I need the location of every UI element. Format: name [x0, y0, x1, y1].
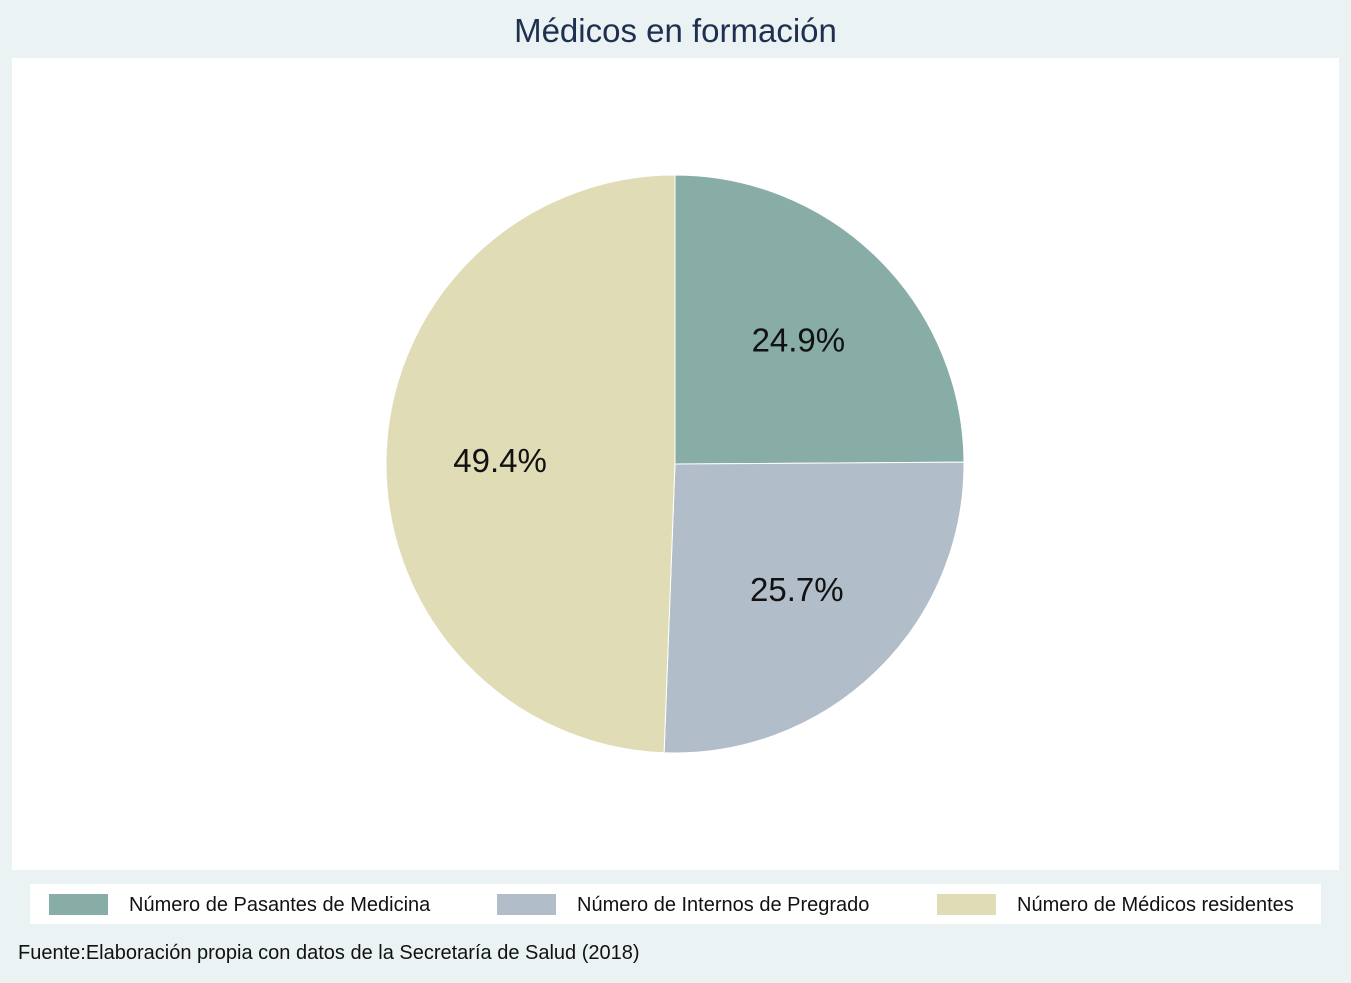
legend-swatch-internos [497, 894, 556, 915]
legend-label-pasantes: Número de Pasantes de Medicina [129, 894, 431, 916]
pie-slice-residentes [385, 174, 676, 754]
source-note: Fuente:Elaboración propia con datos de l… [18, 942, 640, 964]
plot-area: 24.9% 25.7% 49.4% [12, 58, 1339, 870]
legend: Número de Pasantes de Medicina Número de… [30, 884, 1321, 924]
legend-label-internos: Número de Internos de Pregrado [577, 894, 870, 916]
legend-label-residentes: Número de Médicos residentes [1017, 894, 1294, 916]
slice-label-pasantes: 24.9% [752, 321, 846, 358]
pie-slice-pasantes [674, 174, 965, 465]
legend-swatch-residentes [937, 894, 996, 915]
pie-slice-internos [663, 461, 965, 754]
legend-swatch-pasantes [49, 894, 108, 915]
slice-label-residentes: 49.4% [453, 442, 547, 479]
pie-chart: 24.9% 25.7% 49.4% [385, 174, 965, 754]
slice-label-internos: 25.7% [750, 571, 844, 608]
chart-title: Médicos en formación [514, 12, 837, 49]
